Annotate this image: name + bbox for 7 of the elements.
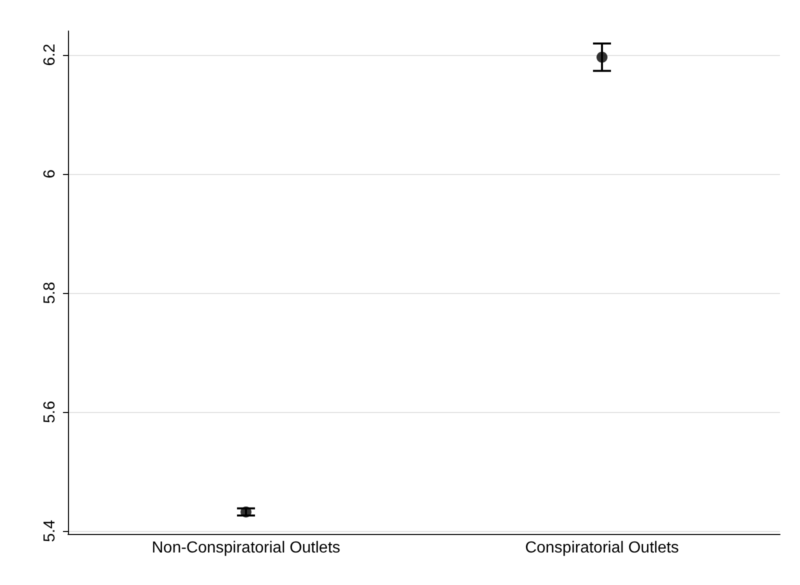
y-tick-label: 6: [42, 169, 58, 178]
y-tick-label: 6.2: [42, 44, 58, 66]
y-tick-label: 5.6: [42, 400, 58, 424]
x-tick-label: Non-Conspiratorial Outlets: [152, 540, 340, 556]
y-tick-label: 5.8: [42, 282, 58, 304]
y-tick-label: 5.4: [42, 520, 58, 542]
x-tick-label: Conspiratorial Outlets: [525, 540, 679, 556]
